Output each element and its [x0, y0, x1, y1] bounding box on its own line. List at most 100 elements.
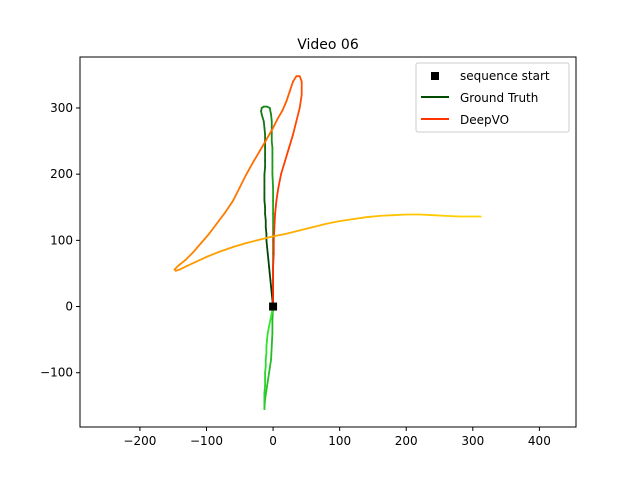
series-segment: [271, 173, 274, 189]
series-segment: [263, 166, 266, 176]
series-segment: [295, 107, 301, 123]
series-segment: [263, 126, 266, 136]
series-segment: [266, 252, 270, 262]
series-segment: [263, 385, 266, 394]
series-segment: [378, 214, 394, 217]
series-segment: [232, 242, 248, 248]
series-segment: [267, 259, 270, 268]
series-segment: [272, 226, 276, 242]
series-segment: [252, 150, 261, 164]
x-tick-label: 100: [328, 434, 351, 448]
series-segment: [200, 232, 211, 244]
series-segment: [268, 272, 272, 281]
tick-layer: −200 −100 0 100 200 300 400 −100 0 100 200 300: [40, 101, 551, 448]
series-segment: [269, 279, 272, 288]
series-segment: [288, 133, 294, 149]
series-segment: [266, 246, 269, 255]
legend-label-deepvo: DeepVO: [460, 113, 509, 127]
series-segment: [238, 173, 248, 189]
series-segment: [268, 358, 272, 374]
series-segment: [270, 345, 273, 361]
series-segment: [276, 109, 284, 120]
series-segment: [270, 332, 274, 348]
series-segment: [218, 246, 235, 253]
series-segment: [258, 235, 274, 241]
series-segment: [266, 325, 270, 334]
series-segment: [264, 385, 268, 401]
series-segment: [264, 226, 268, 235]
series-segment: [274, 199, 278, 215]
sequence-start-marker: [269, 302, 278, 311]
y-tick-label: 0: [65, 300, 73, 314]
series-segment: [184, 251, 195, 262]
series-segment: [268, 318, 272, 328]
series-segment: [270, 285, 273, 295]
x-tick-label: 400: [528, 434, 551, 448]
series-segment: [269, 312, 273, 321]
series-segment: [178, 265, 188, 271]
series-layer: [173, 75, 482, 411]
x-tick-label: 0: [269, 434, 277, 448]
series-segment: [352, 216, 368, 221]
series-segment: [325, 220, 341, 225]
series-segment: [365, 214, 381, 219]
legend: sequence start Ground Truth DeepVO: [415, 62, 570, 133]
series-segment: [275, 186, 280, 202]
series-segment: [232, 186, 241, 202]
series-segment: [312, 222, 328, 229]
series-segment: [195, 255, 208, 263]
series-segment: [273, 212, 276, 229]
legend-box: [415, 62, 570, 133]
series-segment: [173, 264, 180, 271]
x-tick-label: 300: [461, 434, 484, 448]
series-segment: [263, 199, 266, 209]
y-tick-label: 200: [50, 167, 73, 181]
series-segment: [264, 351, 268, 361]
series-segment: [292, 75, 298, 83]
y-tick-label: −100: [40, 366, 73, 380]
series-segment: [285, 90, 291, 103]
series-segment: [298, 75, 303, 83]
series-segment: [270, 140, 274, 149]
series-segment: [298, 226, 314, 232]
series-segment: [224, 199, 235, 214]
series-segment: [260, 113, 265, 123]
series-segment: [288, 80, 294, 93]
series-segment: [177, 259, 187, 267]
series-segment: [284, 146, 290, 162]
series-segment: [298, 93, 303, 109]
series-segment: [338, 218, 354, 223]
legend-marker-sequence-start: [431, 72, 439, 80]
series-segment: [272, 232, 288, 238]
series-segment: [272, 117, 279, 129]
series-segment: [245, 238, 261, 244]
series-segment: [270, 113, 273, 123]
series-segment: [265, 338, 268, 348]
x-tick-label: −100: [190, 434, 223, 448]
series-segment: [192, 242, 203, 254]
series-segment: [266, 332, 269, 341]
series-segment: [216, 211, 227, 225]
y-tick-label: 300: [50, 101, 73, 115]
series-segment: [418, 213, 434, 217]
series-segment: [205, 250, 221, 258]
series-segment: [265, 239, 268, 248]
series-segment: [280, 160, 286, 176]
x-tick-label: −200: [123, 434, 156, 448]
series-segment: [208, 222, 219, 235]
series-segment: [268, 265, 271, 275]
series-segment: [392, 213, 408, 217]
series-segment: [281, 100, 288, 112]
legend-label-sequence-start: sequence start: [460, 69, 550, 83]
series-segment: [264, 365, 267, 374]
legend-label-ground-truth: Ground Truth: [460, 91, 538, 105]
chart-title: Video 06: [297, 37, 359, 53]
series-segment: [277, 173, 282, 189]
plot-frame: [79, 56, 577, 428]
series-segment: [272, 252, 275, 268]
series-segment: [264, 212, 267, 222]
series-segment: [266, 371, 270, 387]
series-ground-truth: [260, 105, 274, 411]
series-segment: [285, 229, 301, 235]
